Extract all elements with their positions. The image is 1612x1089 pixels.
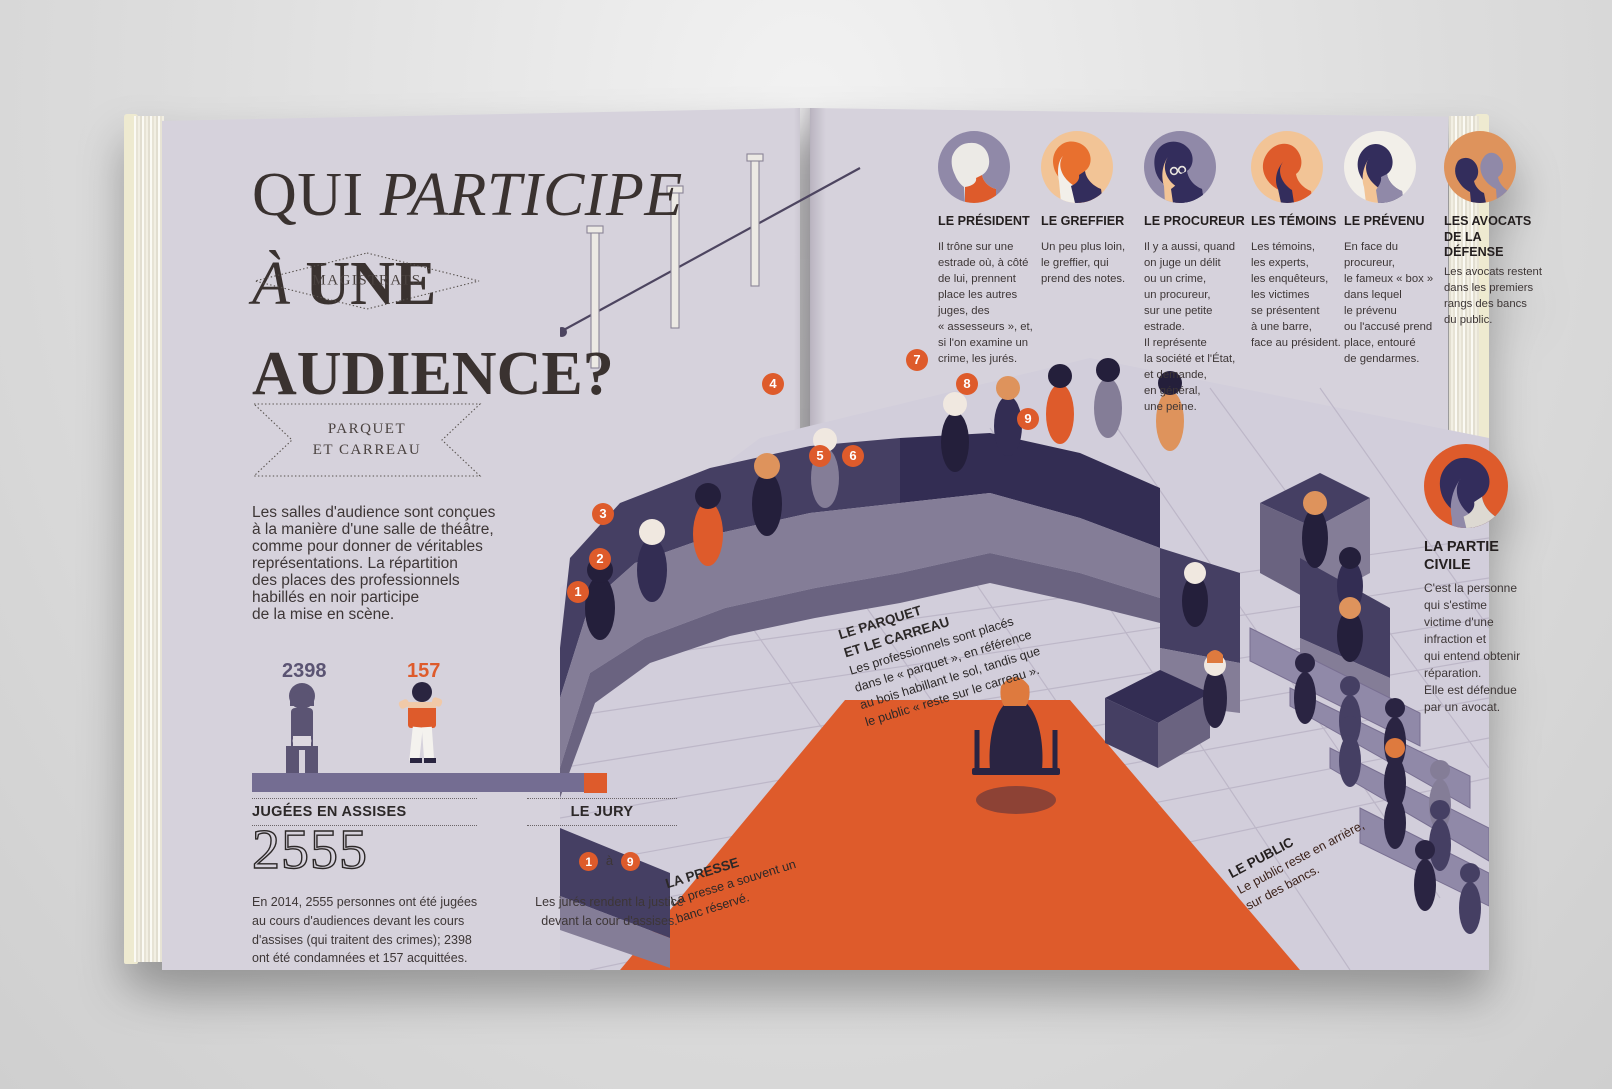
- svg-text:7: 7: [913, 352, 920, 367]
- svg-text:5: 5: [816, 448, 823, 463]
- svg-text:6: 6: [849, 448, 856, 463]
- svg-text:2: 2: [596, 551, 603, 566]
- svg-text:3: 3: [599, 506, 606, 521]
